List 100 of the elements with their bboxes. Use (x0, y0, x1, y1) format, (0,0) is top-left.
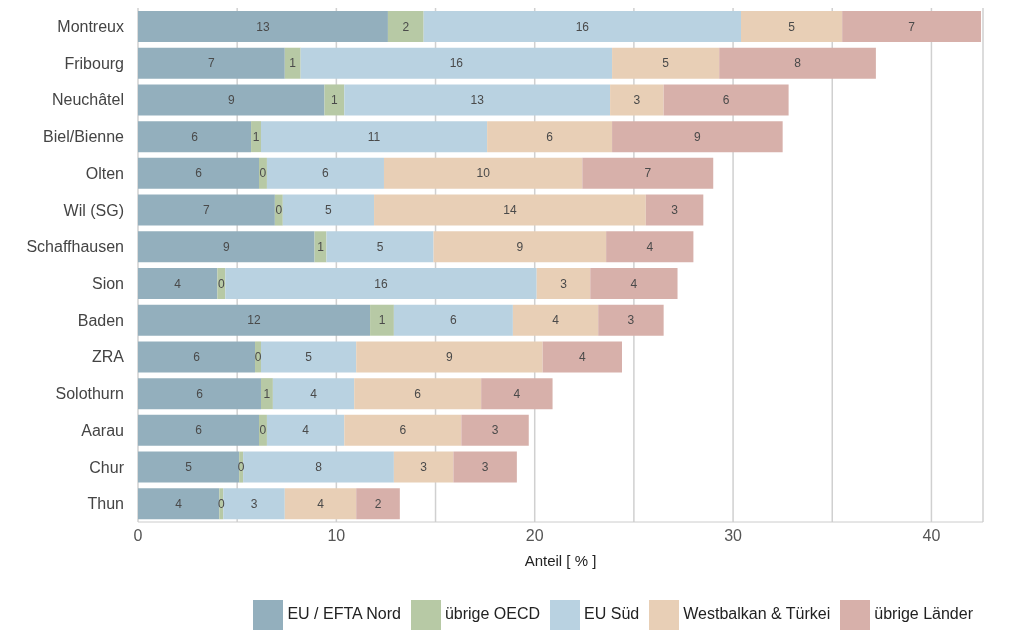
bar (284, 47, 301, 79)
bar (344, 414, 462, 446)
data-label: 5 (305, 349, 313, 364)
y-tick-label: Wil (SG) (63, 201, 124, 219)
data-label: 0 (217, 496, 225, 511)
data-label: 12 (247, 313, 262, 328)
bar (512, 304, 599, 336)
y-tick-label: Biel/Bienne (43, 128, 125, 146)
bar (842, 11, 982, 42)
data-label: 2 (374, 496, 382, 511)
bar (138, 414, 259, 446)
data-label: 9 (227, 92, 235, 107)
y-tick-label: Aarau (81, 421, 124, 439)
data-label: 7 (203, 203, 211, 218)
y-tick-label: Schaffhausen (26, 238, 124, 256)
bar (138, 157, 259, 189)
legend-label: Westbalkan & Türkei (683, 605, 831, 623)
data-label: 3 (250, 496, 258, 511)
bar (260, 341, 357, 373)
data-label: 5 (788, 19, 796, 34)
bar (370, 304, 394, 336)
bar (138, 268, 218, 299)
y-tick-label: Neuchâtel (51, 91, 124, 109)
bar (324, 84, 345, 116)
bar (138, 121, 252, 153)
x-tick-label: 40 (922, 527, 941, 545)
bar (645, 194, 704, 226)
data-label: 4 (302, 423, 310, 438)
data-label: 6 (450, 313, 458, 328)
bar (138, 304, 371, 336)
data-label: 6 (546, 129, 554, 144)
data-label: 4 (513, 386, 521, 401)
bar (266, 157, 384, 189)
data-label: 1 (263, 386, 271, 401)
bar (138, 11, 388, 42)
data-label: 5 (325, 203, 333, 218)
y-tick-label: Chur (89, 458, 125, 476)
data-label: 4 (578, 349, 586, 364)
bar (433, 231, 607, 263)
data-label: 6 (195, 166, 203, 181)
bar (610, 84, 664, 116)
data-label: 6 (196, 386, 204, 401)
data-label: 4 (175, 496, 183, 511)
bar (356, 488, 400, 520)
x-tick-label: 30 (724, 527, 743, 545)
data-label: 8 (794, 56, 802, 71)
bar (344, 84, 611, 116)
bar (542, 341, 622, 373)
bar (481, 378, 553, 410)
legend-label: EU Süd (584, 605, 640, 623)
data-label: 5 (662, 56, 670, 71)
x-tick-label: 0 (133, 527, 143, 545)
bar (719, 47, 876, 79)
bar (741, 11, 843, 42)
data-label: 14 (503, 203, 517, 218)
bar (393, 304, 513, 336)
bar (383, 157, 583, 189)
y-tick-label: ZRA (92, 348, 125, 366)
bar (138, 47, 285, 79)
data-label: 0 (259, 423, 267, 438)
data-label: 10 (476, 166, 491, 181)
bar (138, 84, 325, 116)
legend-label: EU / EFTA Nord (287, 605, 401, 623)
y-tick-label: Baden (77, 311, 124, 329)
bar (266, 414, 345, 446)
bar (536, 268, 591, 299)
bar (356, 341, 543, 373)
data-label: 0 (237, 460, 245, 475)
data-label: 7 (908, 19, 916, 34)
data-label: 3 (481, 460, 489, 475)
data-label: 6 (414, 386, 422, 401)
data-label: 3 (671, 203, 679, 218)
bar (590, 268, 678, 299)
data-label: 11 (367, 129, 381, 144)
legend-label: übrige OECD (444, 605, 541, 623)
data-label: 2 (402, 19, 410, 34)
data-label: 5 (185, 460, 193, 475)
data-label: 6 (322, 166, 330, 181)
bar (138, 451, 240, 483)
data-label: 0 (217, 276, 225, 291)
bar (260, 121, 488, 153)
data-label: 9 (694, 129, 702, 144)
data-label: 6 (722, 92, 730, 107)
bar (282, 194, 375, 226)
bar (582, 157, 714, 189)
y-tick-label: Sion (91, 275, 124, 293)
y-tick-label: Olten (85, 164, 124, 182)
data-label: 4 (630, 276, 638, 291)
bar (138, 194, 275, 226)
data-label: 0 (275, 203, 283, 218)
bar (272, 378, 355, 410)
bar (225, 268, 537, 299)
bar (223, 488, 285, 520)
y-tick-label: Solothurn (55, 385, 124, 403)
data-label: 6 (195, 423, 203, 438)
bar (663, 84, 789, 116)
data-label: 9 (516, 239, 524, 254)
data-label: 0 (254, 349, 262, 364)
data-label: 7 (644, 166, 652, 181)
data-label: 6 (193, 349, 201, 364)
